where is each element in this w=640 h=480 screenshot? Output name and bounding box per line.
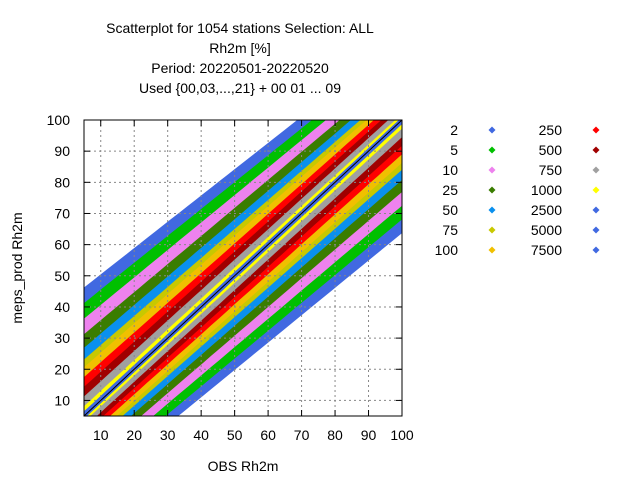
x-tick-label: 90 (361, 427, 377, 443)
legend-marker (488, 206, 496, 214)
legend-marker (488, 246, 496, 254)
y-tick-label: 40 (54, 299, 70, 315)
y-tick-label: 10 (54, 392, 70, 408)
y-tick-label: 100 (47, 112, 71, 128)
x-axis-label: OBS Rh2m (208, 458, 279, 474)
legend-label: 10 (442, 162, 458, 178)
legend-label: 2500 (531, 202, 562, 218)
legend-label: 7500 (531, 242, 562, 258)
legend-marker (592, 166, 600, 174)
chart-title: Scatterplot for 1054 stations Selection:… (0, 18, 480, 98)
title-line-3: Period: 20220501-20220520 (151, 60, 329, 76)
y-tick-label: 70 (54, 205, 70, 221)
legend-marker (488, 186, 496, 194)
y-tick-label: 60 (54, 237, 70, 253)
x-tick-label: 40 (193, 427, 209, 443)
legend-label: 5 (450, 142, 458, 158)
x-tick-label: 60 (260, 427, 276, 443)
legend-marker (488, 166, 496, 174)
legend-marker (592, 226, 600, 234)
x-tick-label: 10 (93, 427, 109, 443)
x-tick-label: 70 (294, 427, 310, 443)
legend-marker (488, 126, 496, 134)
legend-label: 2 (450, 122, 458, 138)
legend-label: 75 (442, 222, 458, 238)
legend-label: 500 (539, 142, 563, 158)
legend-marker (488, 146, 496, 154)
legend-label: 5000 (531, 222, 562, 238)
y-tick-label: 30 (54, 330, 70, 346)
legend-label: 100 (435, 242, 459, 258)
x-tick-label: 80 (327, 427, 343, 443)
legend-label: 50 (442, 202, 458, 218)
legend-marker (488, 226, 496, 234)
legend-marker (592, 206, 600, 214)
axis-ticks: 10 20 30 40 50 60 70 80 90 100 10 20 30 40 50 60 70 80 90 1… (47, 112, 414, 443)
y-tick-label: 20 (54, 361, 70, 377)
legend-label: 1000 (531, 182, 562, 198)
title-line-1: Scatterplot for 1054 stations Selection:… (106, 20, 374, 36)
y-tick-label: 90 (54, 143, 70, 159)
x-tick-label: 20 (126, 427, 142, 443)
y-tick-label: 80 (54, 174, 70, 190)
legend-label: 250 (539, 122, 563, 138)
legend-label: 25 (442, 182, 458, 198)
legend-marker (592, 246, 600, 254)
legend-marker (592, 186, 600, 194)
diagonal-line (83, 119, 403, 417)
legend-label: 750 (539, 162, 563, 178)
x-tick-label: 30 (160, 427, 176, 443)
title-line-2: Rh2m [%] (209, 40, 271, 56)
x-tick-label: 50 (227, 427, 243, 443)
plot-frame (83, 119, 403, 417)
y-axis-label: meps_prod Rh2m (9, 212, 25, 323)
legend-marker (592, 146, 600, 154)
y-tick-label: 50 (54, 268, 70, 284)
legend-marker (592, 126, 600, 134)
x-tick-label: 100 (390, 427, 414, 443)
title-line-4: Used {00,03,...,21} + 00 01 ... 09 (139, 80, 341, 96)
